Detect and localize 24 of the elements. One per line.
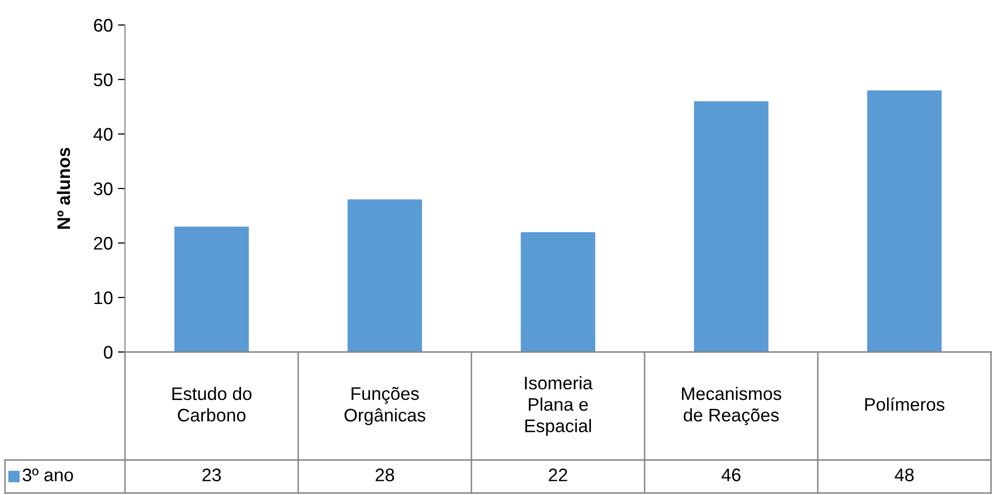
x-tick-label: Polímeros <box>865 397 944 411</box>
y-tick-label: 20 <box>94 236 112 250</box>
y-tick-label: 50 <box>94 73 112 86</box>
x-tick-label: Funções Orgânicas <box>344 386 426 426</box>
y-tick-label: 60 <box>94 18 112 32</box>
bar <box>348 199 422 352</box>
y-tick-label: 10 <box>94 291 112 304</box>
x-tick-label: Isomeria Plana e Espacial <box>525 376 593 436</box>
bar <box>520 232 596 352</box>
bar <box>174 226 249 352</box>
bar <box>694 101 768 352</box>
y-tick-label: 0 <box>104 346 112 359</box>
y-tick-label: 40 <box>94 128 112 141</box>
y-axis-title: Nº alunos <box>56 148 70 229</box>
y-tick-label: 30 <box>94 182 112 196</box>
data-label: 23 <box>202 468 221 482</box>
data-label: 48 <box>894 468 914 482</box>
legend-label: 3º ano <box>22 468 74 482</box>
x-tick-label: Mecanismos de Reações <box>682 386 782 426</box>
x-tick-label: Estudo do Carbono <box>172 386 252 422</box>
data-label: 46 <box>722 468 740 482</box>
data-label: 22 <box>548 468 568 482</box>
data-label: 28 <box>376 468 394 482</box>
bar <box>867 90 942 352</box>
